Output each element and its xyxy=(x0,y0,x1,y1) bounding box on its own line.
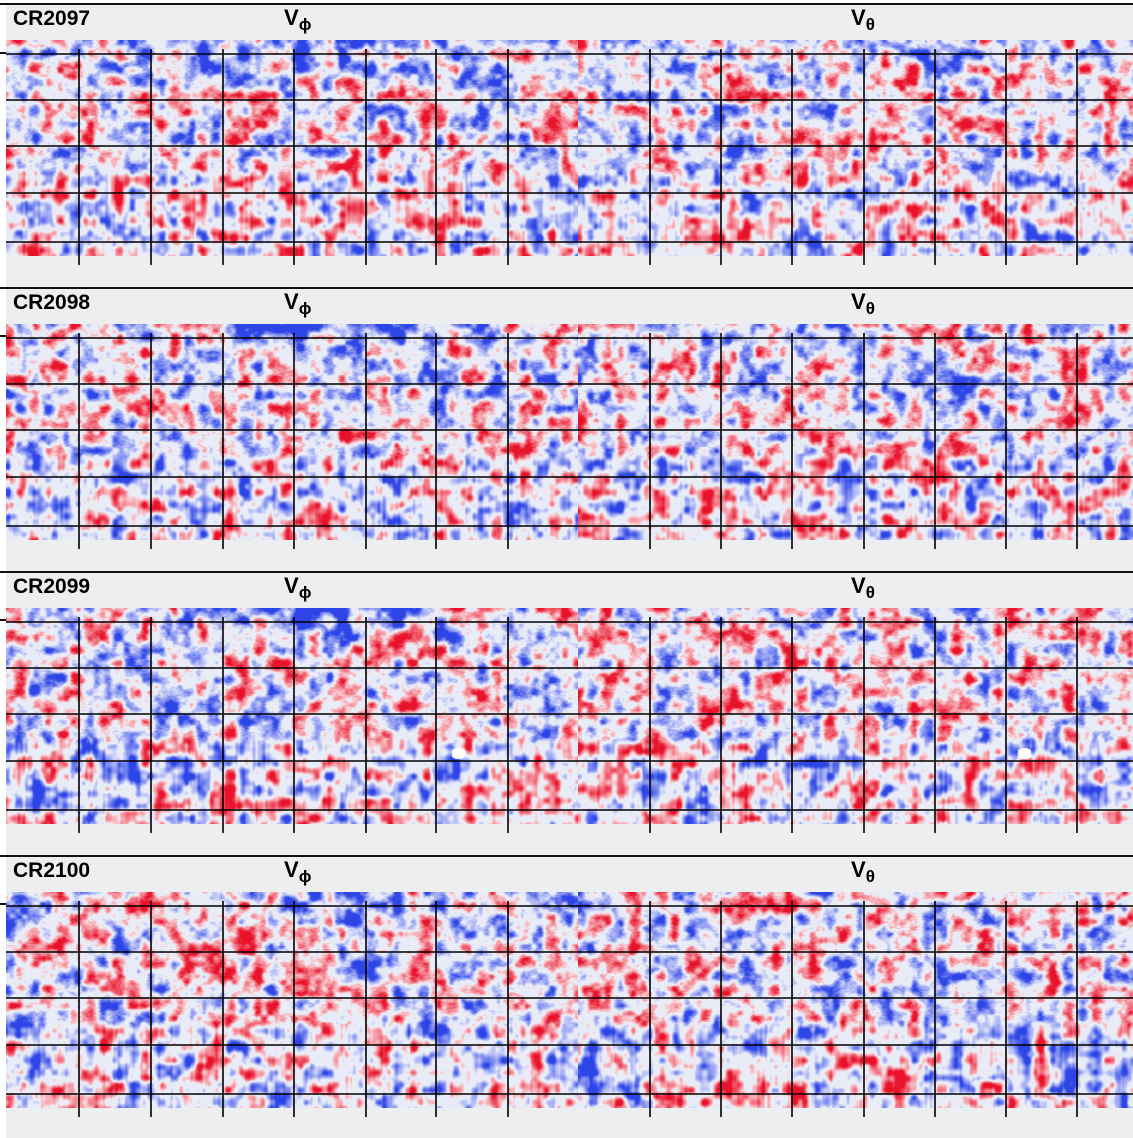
v-phi-panel: CR2100 Vϕ xyxy=(6,857,578,1138)
edge-tick xyxy=(0,903,6,905)
carrington-rotation-label: CR2098 xyxy=(13,291,91,314)
v-phi-map xyxy=(6,324,578,540)
v-theta-title: Vθ xyxy=(851,5,875,34)
v-theta-title: Vθ xyxy=(851,573,875,602)
row-divider xyxy=(0,571,1133,573)
carrington-row: CR2098 Vϕ Vθ xyxy=(0,289,1133,571)
row-divider xyxy=(0,3,1133,5)
carrington-row: CR2100 Vϕ Vθ xyxy=(0,857,1133,1138)
edge-tick xyxy=(0,619,6,621)
carrington-rotation-label: CR2097 xyxy=(13,7,91,30)
v-theta-title: Vθ xyxy=(851,857,875,886)
carrington-rotation-label: CR2099 xyxy=(13,575,91,598)
carrington-row: CR2097 Vϕ Vθ xyxy=(0,5,1133,287)
v-theta-map xyxy=(578,40,1133,256)
v-phi-panel: CR2098 Vϕ xyxy=(6,289,578,571)
v-phi-panel: CR2097 Vϕ xyxy=(6,5,578,287)
v-theta-panel: Vθ xyxy=(578,857,1133,1138)
v-theta-panel: Vθ xyxy=(578,573,1133,855)
v-phi-title: Vϕ xyxy=(284,857,312,886)
v-theta-map xyxy=(578,324,1133,540)
row-divider xyxy=(0,287,1133,289)
v-phi-title: Vϕ xyxy=(284,573,312,602)
v-phi-map xyxy=(6,40,578,256)
edge-tick xyxy=(0,335,6,337)
v-theta-map xyxy=(578,608,1133,824)
carrington-rotation-label: CR2100 xyxy=(13,859,91,882)
row-divider xyxy=(0,855,1133,857)
v-theta-title: Vθ xyxy=(851,289,875,318)
v-phi-title: Vϕ xyxy=(284,289,312,318)
v-phi-map xyxy=(6,608,578,824)
v-theta-panel: Vθ xyxy=(578,289,1133,571)
v-theta-map xyxy=(578,892,1133,1108)
v-theta-panel: Vθ xyxy=(578,5,1133,287)
carrington-row: CR2099 Vϕ Vθ xyxy=(0,573,1133,855)
edge-tick xyxy=(0,52,6,54)
v-phi-map xyxy=(6,892,578,1108)
v-phi-title: Vϕ xyxy=(284,5,312,34)
v-phi-panel: CR2099 Vϕ xyxy=(6,573,578,855)
